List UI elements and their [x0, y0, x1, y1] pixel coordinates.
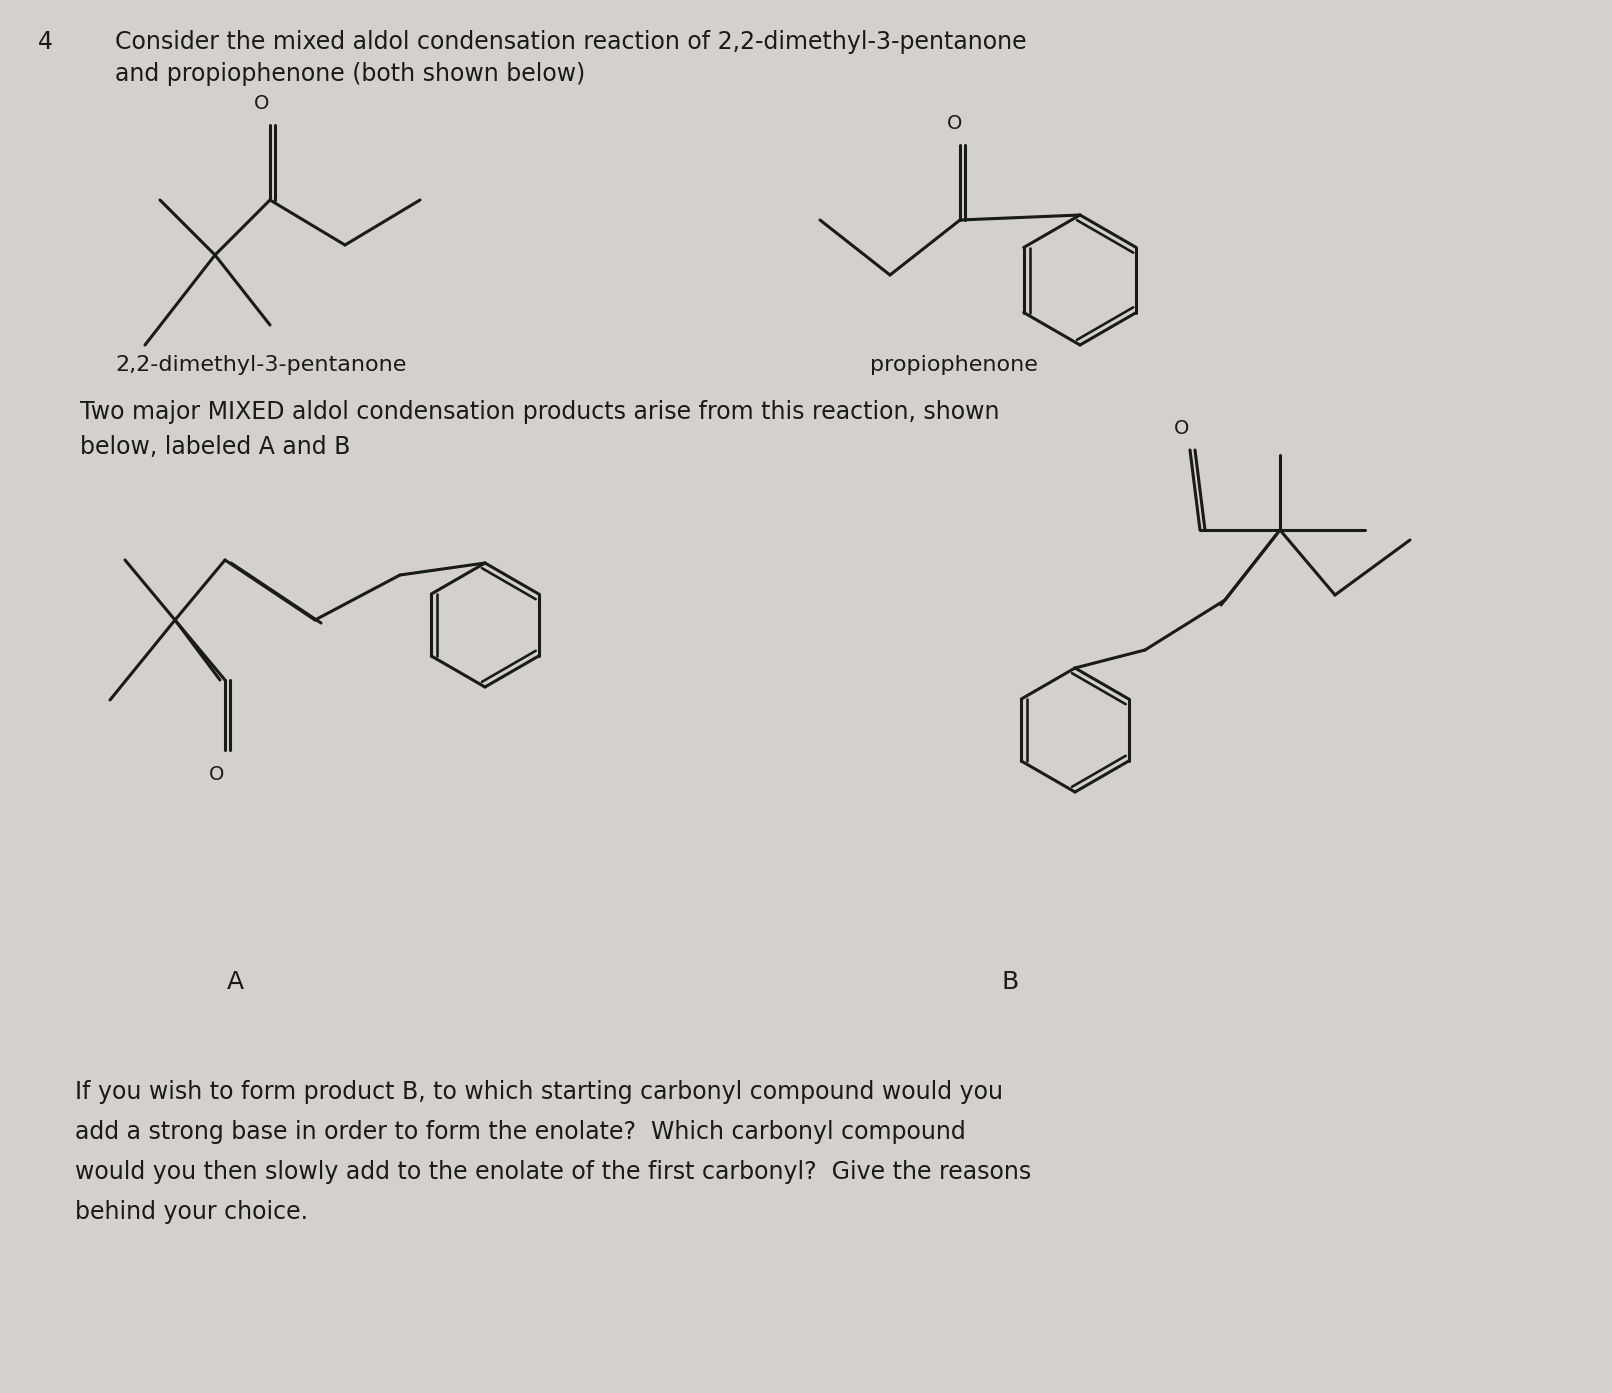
Text: O: O	[948, 114, 962, 132]
Text: O: O	[255, 93, 269, 113]
Text: O: O	[210, 765, 224, 784]
Text: Two major MIXED aldol condensation products arise from this reaction, shown: Two major MIXED aldol condensation produ…	[81, 400, 999, 423]
Text: O: O	[1174, 419, 1190, 437]
Text: 2,2-dimethyl-3-pentanone: 2,2-dimethyl-3-pentanone	[114, 355, 406, 375]
Text: below, labeled A and B: below, labeled A and B	[81, 435, 350, 460]
Text: propiophenone: propiophenone	[870, 355, 1038, 375]
Text: behind your choice.: behind your choice.	[76, 1199, 308, 1224]
Text: If you wish to form product B, to which starting carbonyl compound would you: If you wish to form product B, to which …	[76, 1080, 1003, 1105]
Text: B: B	[1001, 970, 1019, 995]
Text: Consider the mixed aldol condensation reaction of 2,2-dimethyl-3-pentanone: Consider the mixed aldol condensation re…	[114, 31, 1027, 54]
Text: and propiophenone (both shown below): and propiophenone (both shown below)	[114, 63, 585, 86]
Text: add a strong base in order to form the enolate?  Which carbonyl compound: add a strong base in order to form the e…	[76, 1120, 966, 1144]
Text: would you then slowly add to the enolate of the first carbonyl?  Give the reason: would you then slowly add to the enolate…	[76, 1160, 1032, 1184]
Text: A: A	[226, 970, 243, 995]
Text: 4: 4	[39, 31, 53, 54]
